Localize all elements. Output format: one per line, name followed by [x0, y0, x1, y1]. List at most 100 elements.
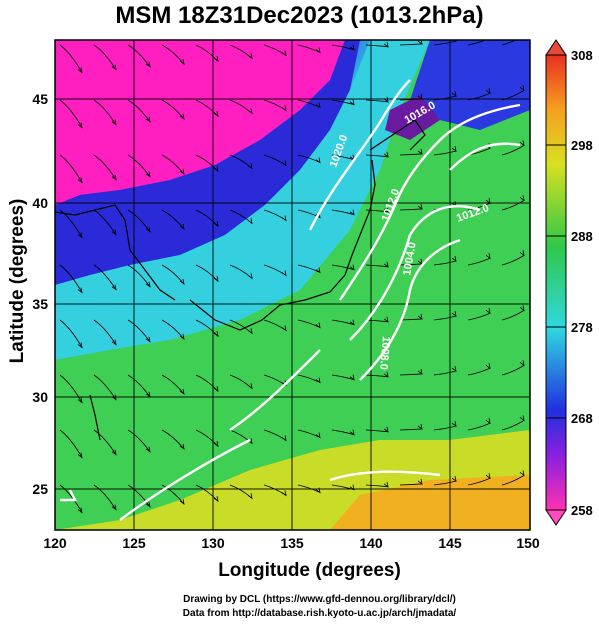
streamline-arrow — [519, 470, 525, 477]
streamline — [93, 44, 117, 70]
streamline-arrow — [485, 88, 491, 95]
credit-drawing: Drawing by DCL (https://www.gfd-dennou.o… — [183, 594, 456, 605]
streamline-arrow — [179, 58, 185, 65]
streamline — [331, 99, 355, 106]
streamline-arrow — [349, 209, 355, 216]
streamline-arrow — [349, 484, 355, 491]
colorbar-tick-label: 298 — [571, 138, 593, 153]
streamline-arrow — [179, 333, 185, 340]
streamline-arrow — [485, 198, 491, 205]
streamline-arrow — [349, 374, 355, 381]
streamline-arrow — [179, 168, 185, 175]
streamline — [297, 319, 321, 328]
streamline-arrow — [281, 435, 287, 442]
streamline — [331, 44, 355, 51]
streamline — [365, 374, 389, 378]
streamline — [59, 319, 83, 348]
x-tick-label: 120 — [43, 535, 67, 551]
streamline — [59, 374, 83, 403]
x-tick-label: 140 — [359, 535, 383, 551]
streamline-arrow — [383, 481, 389, 488]
streamline-arrow — [213, 331, 219, 338]
streamline-arrow — [383, 151, 389, 158]
streamline — [433, 480, 457, 486]
streamline — [467, 477, 491, 486]
streamline-arrow — [179, 113, 185, 120]
streamline-arrow — [451, 146, 457, 153]
colorbar-tick-label: 268 — [571, 411, 593, 426]
streamline-arrow — [281, 490, 287, 497]
streamline-arrow — [485, 253, 491, 260]
streamline — [331, 484, 355, 491]
streamline-arrow — [145, 116, 151, 123]
streamline — [93, 154, 117, 180]
streamline — [161, 99, 185, 120]
streamline-arrow — [451, 476, 457, 483]
streamline — [399, 373, 423, 376]
streamline — [59, 484, 83, 513]
streamline — [433, 40, 457, 46]
streamline-arrow — [417, 148, 423, 155]
streamline-arrow — [315, 432, 321, 439]
streamline-arrow — [417, 203, 423, 210]
colorbar-bottom-arrow — [545, 509, 567, 526]
streamline — [433, 425, 457, 431]
streamline-arrow — [77, 122, 83, 129]
streamline-arrow — [417, 93, 423, 100]
streamline-arrow — [281, 380, 287, 387]
streamline — [331, 429, 355, 436]
streamline-arrow — [145, 391, 151, 398]
wind-streamlines — [59, 40, 525, 514]
streamline — [501, 475, 525, 486]
coastlines — [55, 119, 426, 441]
streamline-arrow — [77, 342, 83, 349]
streamline-arrow — [247, 383, 253, 390]
streamline — [433, 315, 457, 321]
streamline — [433, 95, 457, 101]
streamline — [467, 202, 491, 211]
streamline-arrow — [213, 111, 219, 118]
streamline — [467, 40, 487, 46]
streamline-arrow — [111, 394, 117, 401]
y-tick-label: 40 — [32, 195, 48, 211]
warm-band — [55, 40, 530, 530]
streamline-arrow — [111, 174, 117, 181]
streamline-arrow — [213, 56, 219, 63]
streamline — [331, 209, 355, 216]
streamline-arrow — [213, 276, 219, 283]
streamline-arrow — [519, 250, 525, 257]
streamline-arrow — [451, 366, 457, 373]
streamline — [501, 255, 525, 266]
streamline-arrow — [315, 47, 321, 54]
streamline — [127, 209, 151, 233]
streamline — [331, 374, 355, 381]
streamline — [365, 264, 389, 268]
streamline — [127, 374, 151, 398]
streamline-arrow — [349, 429, 355, 436]
streamline-arrow — [315, 267, 321, 274]
streamline-arrow — [281, 215, 287, 222]
streamline-arrow — [179, 278, 185, 285]
streamline-arrow — [383, 371, 389, 378]
mild-band — [55, 40, 430, 360]
streamline — [161, 44, 185, 65]
streamline — [127, 429, 151, 453]
streamline-arrow — [213, 441, 219, 448]
streamline-arrow — [315, 377, 321, 384]
x-axis-label: Longitude (degrees) — [218, 560, 401, 581]
streamline — [433, 260, 457, 266]
streamline — [127, 319, 151, 343]
streamline-arrow — [519, 140, 525, 147]
streamline-arrow — [451, 311, 457, 318]
streamline-arrow — [145, 446, 151, 453]
streamline-arrow — [247, 493, 253, 500]
colorbar-tick-label: 258 — [571, 503, 593, 518]
streamline-arrow — [451, 91, 457, 98]
y-tick-label: 45 — [32, 91, 48, 107]
streamline-arrow — [281, 270, 287, 277]
streamline — [59, 264, 83, 293]
credit-data: Data from http://database.rish.kyoto-u.a… — [182, 608, 457, 619]
streamline — [161, 484, 185, 505]
colorbar-top-arrow — [545, 39, 567, 56]
streamline-arrow — [77, 177, 83, 184]
